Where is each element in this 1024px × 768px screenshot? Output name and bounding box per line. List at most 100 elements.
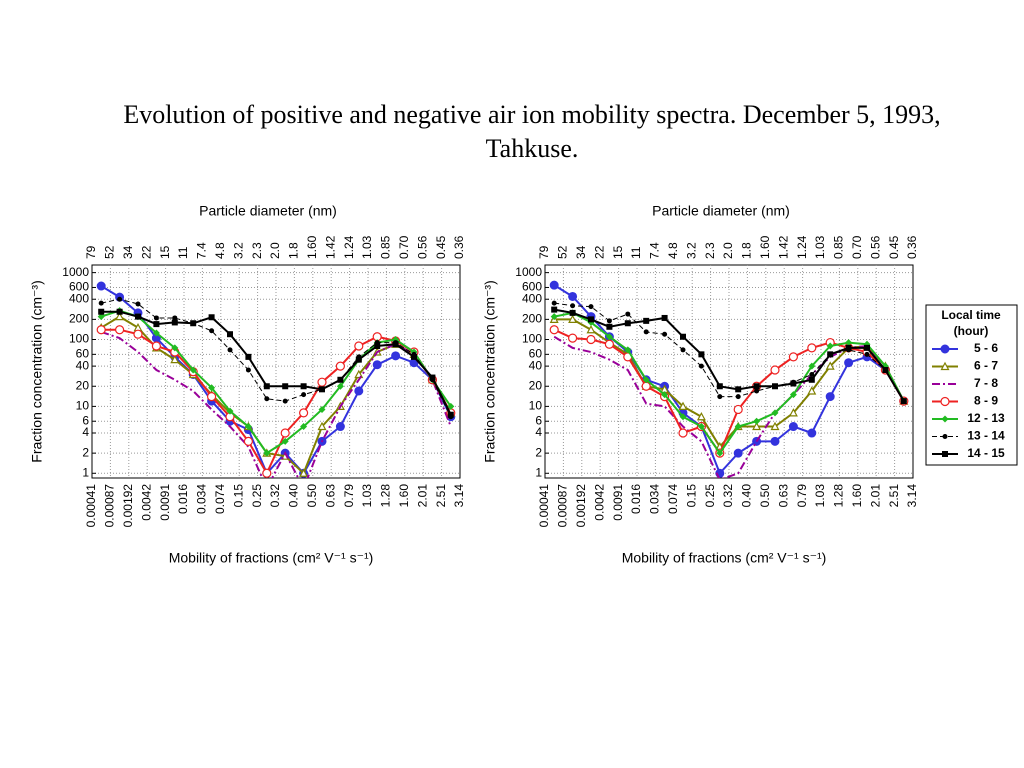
x2-tick-label: 4.8 [666, 242, 680, 259]
marker [170, 354, 180, 364]
marker [355, 356, 362, 363]
x-tick-label: 0.15 [231, 484, 245, 508]
marker [845, 339, 853, 347]
y-tick-label: 600 [69, 280, 89, 294]
y-tick-label: 6 [535, 413, 542, 427]
marker [337, 376, 344, 383]
marker [882, 367, 889, 374]
marker [624, 320, 631, 327]
marker [661, 314, 668, 321]
marker [335, 422, 345, 432]
x2-tick-label: 11 [629, 246, 643, 259]
y-tick-label: 200 [522, 312, 542, 326]
marker [550, 313, 558, 321]
x-tick-label: 1.28 [379, 484, 393, 508]
marker [135, 313, 141, 320]
x-tick-label: 0.40 [740, 484, 754, 508]
marker [586, 334, 596, 345]
marker [117, 296, 123, 302]
marker [243, 436, 253, 446]
legend-label: 14 - 15 [967, 446, 1005, 460]
x-tick-label: 3.14 [905, 484, 919, 508]
x2-tick-label: 7.4 [648, 242, 662, 259]
x2-tick-label: 0.56 [415, 235, 429, 259]
marker [171, 319, 178, 326]
marker [788, 422, 798, 432]
marker [335, 361, 345, 371]
marker [716, 383, 723, 390]
marker [299, 408, 309, 418]
y-tick-label: 10 [529, 399, 543, 413]
marker [717, 394, 723, 400]
marker [245, 353, 252, 360]
marker [97, 313, 105, 321]
x-tick-label: 0.074 [666, 484, 680, 514]
marker [116, 308, 123, 315]
marker [808, 376, 815, 383]
marker [354, 386, 364, 396]
legend-box [925, 304, 1018, 466]
marker [354, 341, 364, 351]
marker [586, 324, 596, 334]
marker [153, 315, 159, 321]
x2-tick-label: 1.24 [342, 235, 356, 259]
marker [152, 329, 160, 337]
x2-tick-label: 2.0 [721, 242, 735, 259]
marker [809, 371, 815, 377]
marker [735, 394, 741, 400]
x2-tick-label: 0.36 [905, 235, 919, 259]
marker [280, 428, 290, 438]
marker [98, 300, 104, 306]
x2-tick-label: 1.8 [740, 242, 754, 259]
legend-label: 6 - 7 [974, 359, 998, 373]
marker [570, 303, 576, 309]
marker [662, 331, 668, 337]
y-tick-label: 20 [529, 378, 543, 392]
marker [641, 381, 651, 391]
marker [825, 392, 835, 402]
y-tick-label: 2 [535, 445, 542, 459]
x-tick-label: 1.60 [397, 484, 411, 508]
marker [807, 386, 817, 395]
x-tick-label: 0.00041 [84, 484, 98, 528]
y-tick-label: 100 [522, 332, 542, 346]
marker [317, 377, 327, 387]
y-tick-label: 60 [76, 347, 90, 361]
marker [208, 384, 216, 392]
x-tick-label: 0.32 [268, 484, 282, 508]
x2-tick-label: 79 [84, 245, 98, 259]
marker [790, 380, 797, 387]
marker [940, 361, 950, 371]
x-tick-label: 2.01 [868, 484, 882, 508]
marker [282, 383, 289, 390]
x2-tick-label: 0.85 [379, 235, 393, 259]
marker [568, 314, 578, 323]
marker [772, 383, 778, 390]
marker [789, 391, 797, 399]
x2-tick-label: 0.85 [832, 235, 846, 259]
x2-tick-label: 11 [176, 246, 190, 259]
y-tick-label: 4 [82, 425, 89, 439]
x2-tick-label: 1.24 [795, 235, 809, 259]
series-line [100, 309, 452, 455]
marker [770, 421, 780, 431]
x2-tick-label: 1.42 [323, 235, 337, 259]
marker [569, 309, 576, 316]
marker [299, 468, 309, 477]
x2-tick-label: 7.4 [195, 242, 209, 259]
x-tick-label: 0.25 [703, 484, 717, 508]
x-tick-label: 0.016 [176, 484, 190, 514]
marker [226, 407, 234, 415]
x-tick-label: 0.00192 [574, 484, 588, 528]
marker [264, 396, 270, 402]
x-tick-label: 0.79 [795, 484, 809, 508]
x-tick-label: 0.034 [648, 484, 662, 514]
marker [697, 423, 705, 431]
y-tick-label: 600 [522, 280, 542, 294]
x-tick-label: 0.50 [305, 484, 319, 508]
y-tick-label: 100 [69, 332, 89, 346]
marker [941, 415, 949, 423]
marker [827, 351, 834, 358]
x2-axis-title: Particle diameter (nm) [652, 203, 790, 219]
series-layer [96, 281, 456, 478]
